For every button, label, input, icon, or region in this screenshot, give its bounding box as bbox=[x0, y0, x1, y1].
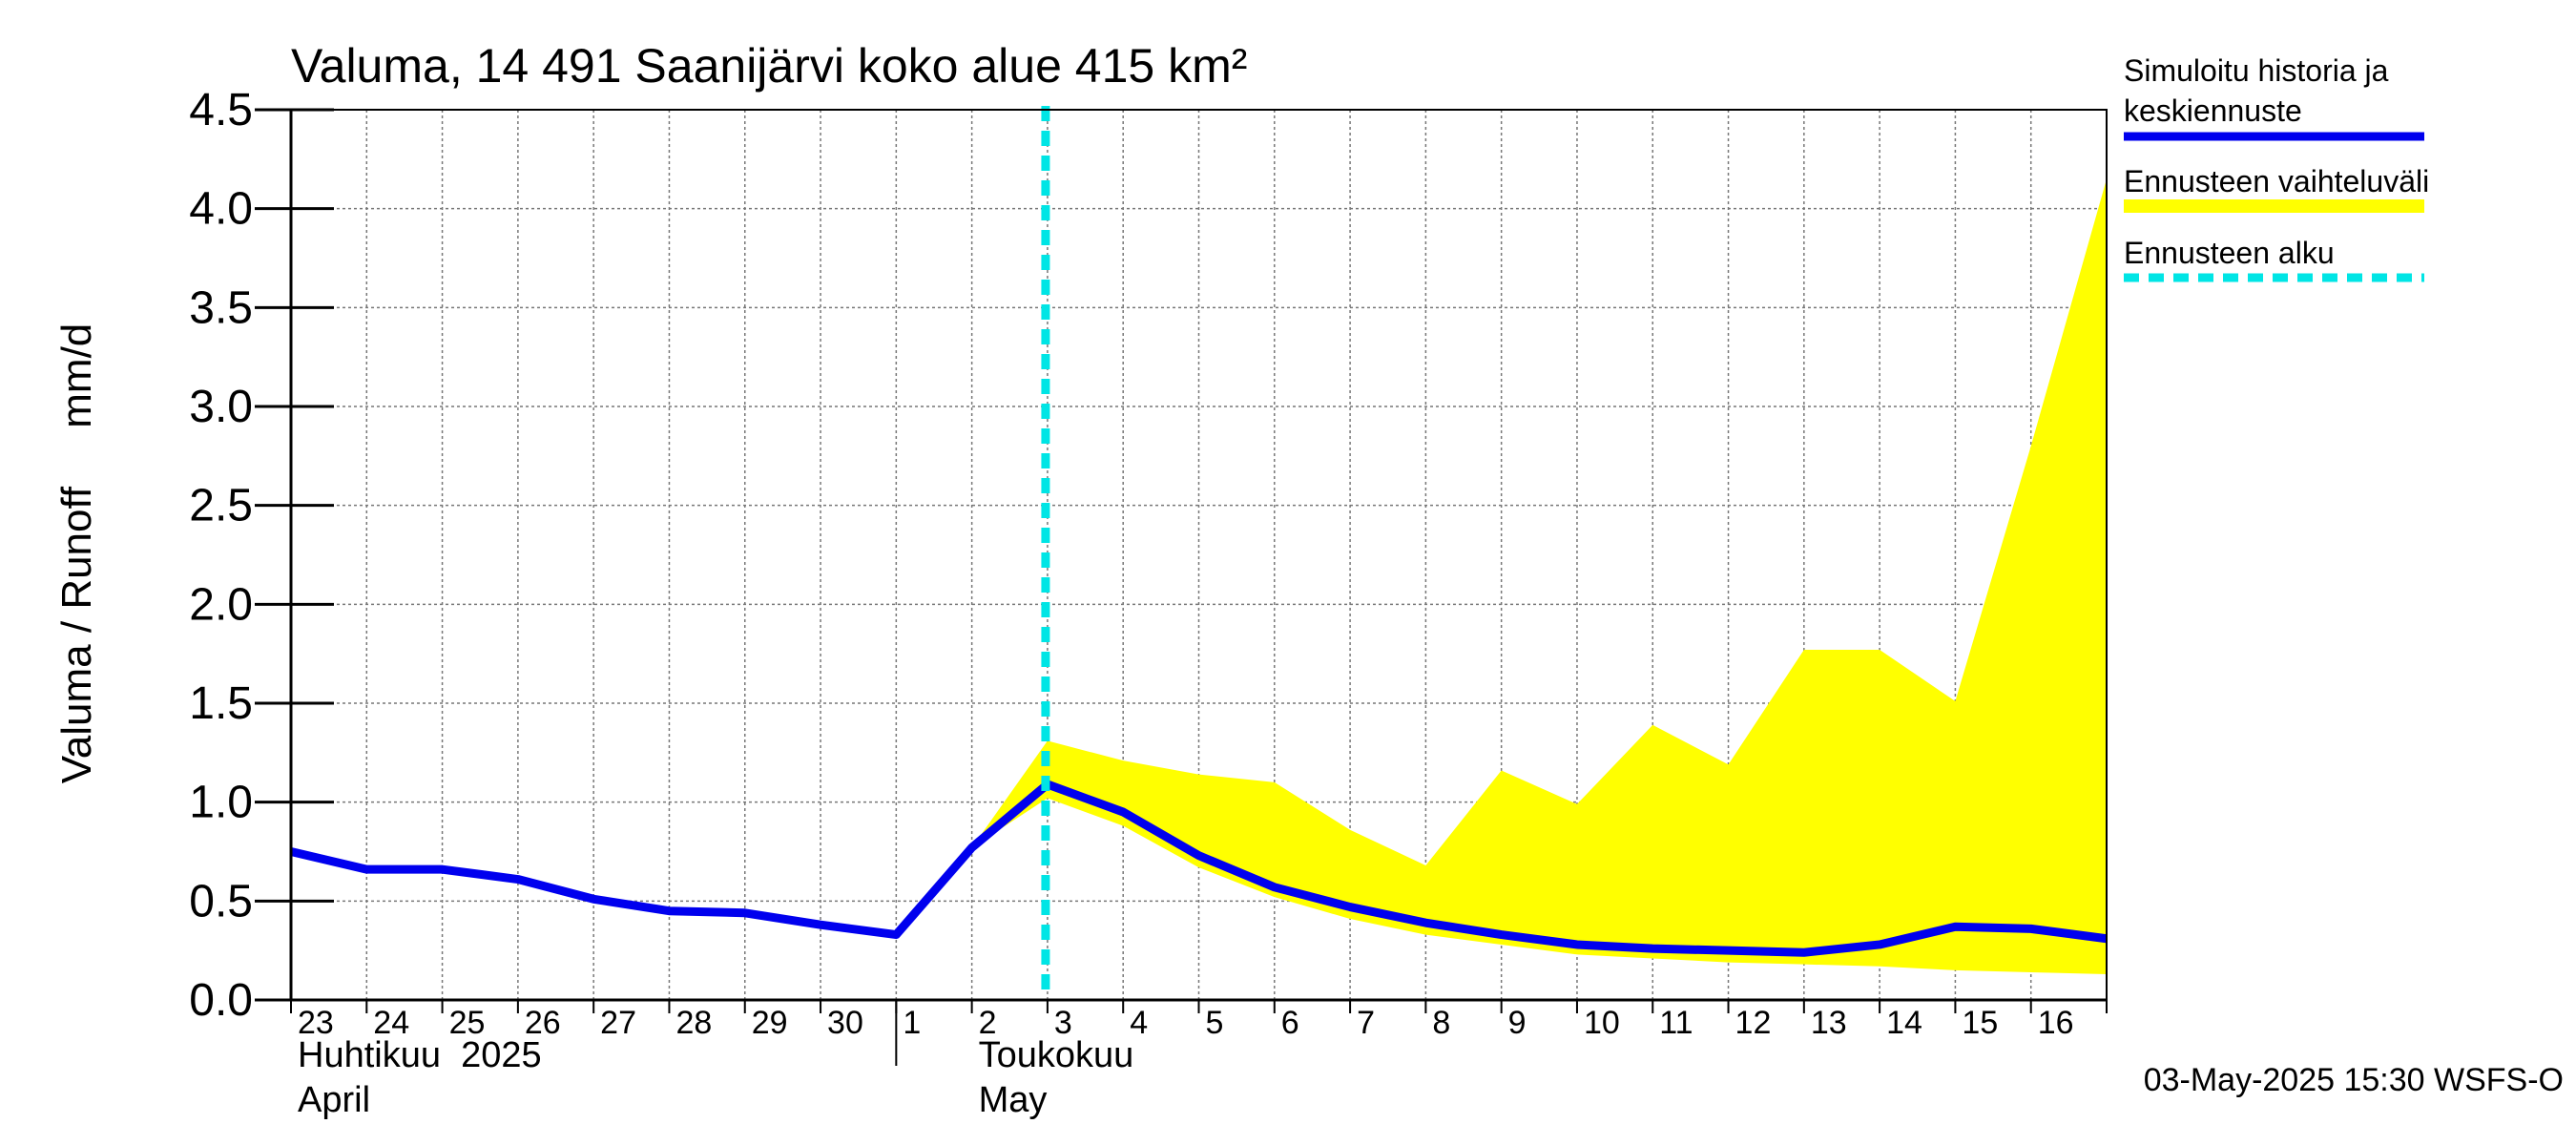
x-tick-label: 16 bbox=[2038, 1005, 2074, 1041]
x-tick-label: 12 bbox=[1735, 1005, 1772, 1041]
y-tick-label: 2.5 bbox=[189, 481, 253, 531]
forecast-band-layer bbox=[971, 178, 2107, 975]
x-tick-label: 26 bbox=[525, 1005, 561, 1041]
y-tick-label: 1.5 bbox=[189, 678, 253, 729]
x-tick-label: 5 bbox=[1206, 1005, 1224, 1041]
month-label-en: May bbox=[979, 1080, 1048, 1120]
x-tick-label: 15 bbox=[1962, 1005, 1998, 1041]
x-tick-label: 25 bbox=[449, 1005, 486, 1041]
x-tick-label: 11 bbox=[1659, 1005, 1693, 1041]
forecast-range-band bbox=[971, 178, 2107, 975]
median-line-layer bbox=[289, 780, 2108, 957]
x-tick-label: 3 bbox=[1054, 1005, 1072, 1041]
x-tick-label: 27 bbox=[600, 1005, 636, 1041]
x-tick-label: 23 bbox=[298, 1005, 334, 1041]
y-tick-label: 3.5 bbox=[189, 282, 253, 333]
y-tick-label: 2.0 bbox=[189, 579, 253, 630]
legend-label-forecast-start: Ennusteen alku bbox=[2124, 236, 2335, 270]
x-tick-label: 6 bbox=[1281, 1005, 1299, 1041]
y-tick-label: 0.5 bbox=[189, 876, 253, 926]
month-label-fi: Huhtikuu 2025 bbox=[298, 1035, 542, 1075]
chart-title: Valuma, 14 491 Saanijärvi koko alue 415 … bbox=[291, 39, 1247, 93]
median-line bbox=[289, 780, 2108, 957]
x-tick-label: 9 bbox=[1508, 1005, 1527, 1041]
x-tick-label: 13 bbox=[1811, 1005, 1847, 1041]
y-tick-label: 4.0 bbox=[189, 184, 253, 235]
axis-layer: 0.00.51.01.52.02.53.03.54.04.523 24 25 26 27… bbox=[189, 85, 2108, 1120]
x-tick-label: 1 bbox=[903, 1005, 921, 1041]
legend-label-median-cont: keskiennuste bbox=[2124, 94, 2302, 128]
x-tick-label: 24 bbox=[373, 1005, 409, 1041]
y-tick-label: 1.0 bbox=[189, 778, 253, 828]
legend-label-band: Ennusteen vaihteluväli bbox=[2124, 164, 2429, 198]
month-label-en: April bbox=[298, 1080, 370, 1120]
x-tick-label: 8 bbox=[1432, 1005, 1450, 1041]
month-label-fi: Toukokuu bbox=[979, 1035, 1134, 1075]
x-tick-label: 14 bbox=[1886, 1005, 1922, 1041]
y-tick-label: 0.0 bbox=[189, 975, 253, 1026]
y-axis-label: Valuma / Runoff mm/d bbox=[53, 323, 100, 784]
x-tick-label: 7 bbox=[1357, 1005, 1375, 1041]
x-tick-label: 29 bbox=[752, 1005, 788, 1041]
x-tick-label: 28 bbox=[675, 1005, 712, 1041]
x-tick-label: 2 bbox=[979, 1005, 997, 1041]
footer-timestamp: 03-May-2025 15:30 WSFS-O bbox=[2144, 1062, 2564, 1098]
y-tick-label: 4.5 bbox=[189, 85, 253, 135]
legend-label-median: Simuloitu historia ja bbox=[2124, 53, 2389, 88]
legend: Simuloitu historia ja keskiennuste Ennuste… bbox=[2124, 53, 2429, 282]
x-tick-label: 30 bbox=[827, 1005, 863, 1041]
y-tick-label: 3.0 bbox=[189, 382, 253, 432]
x-tick-label: 10 bbox=[1584, 1005, 1620, 1041]
x-tick-label: 4 bbox=[1130, 1005, 1148, 1041]
